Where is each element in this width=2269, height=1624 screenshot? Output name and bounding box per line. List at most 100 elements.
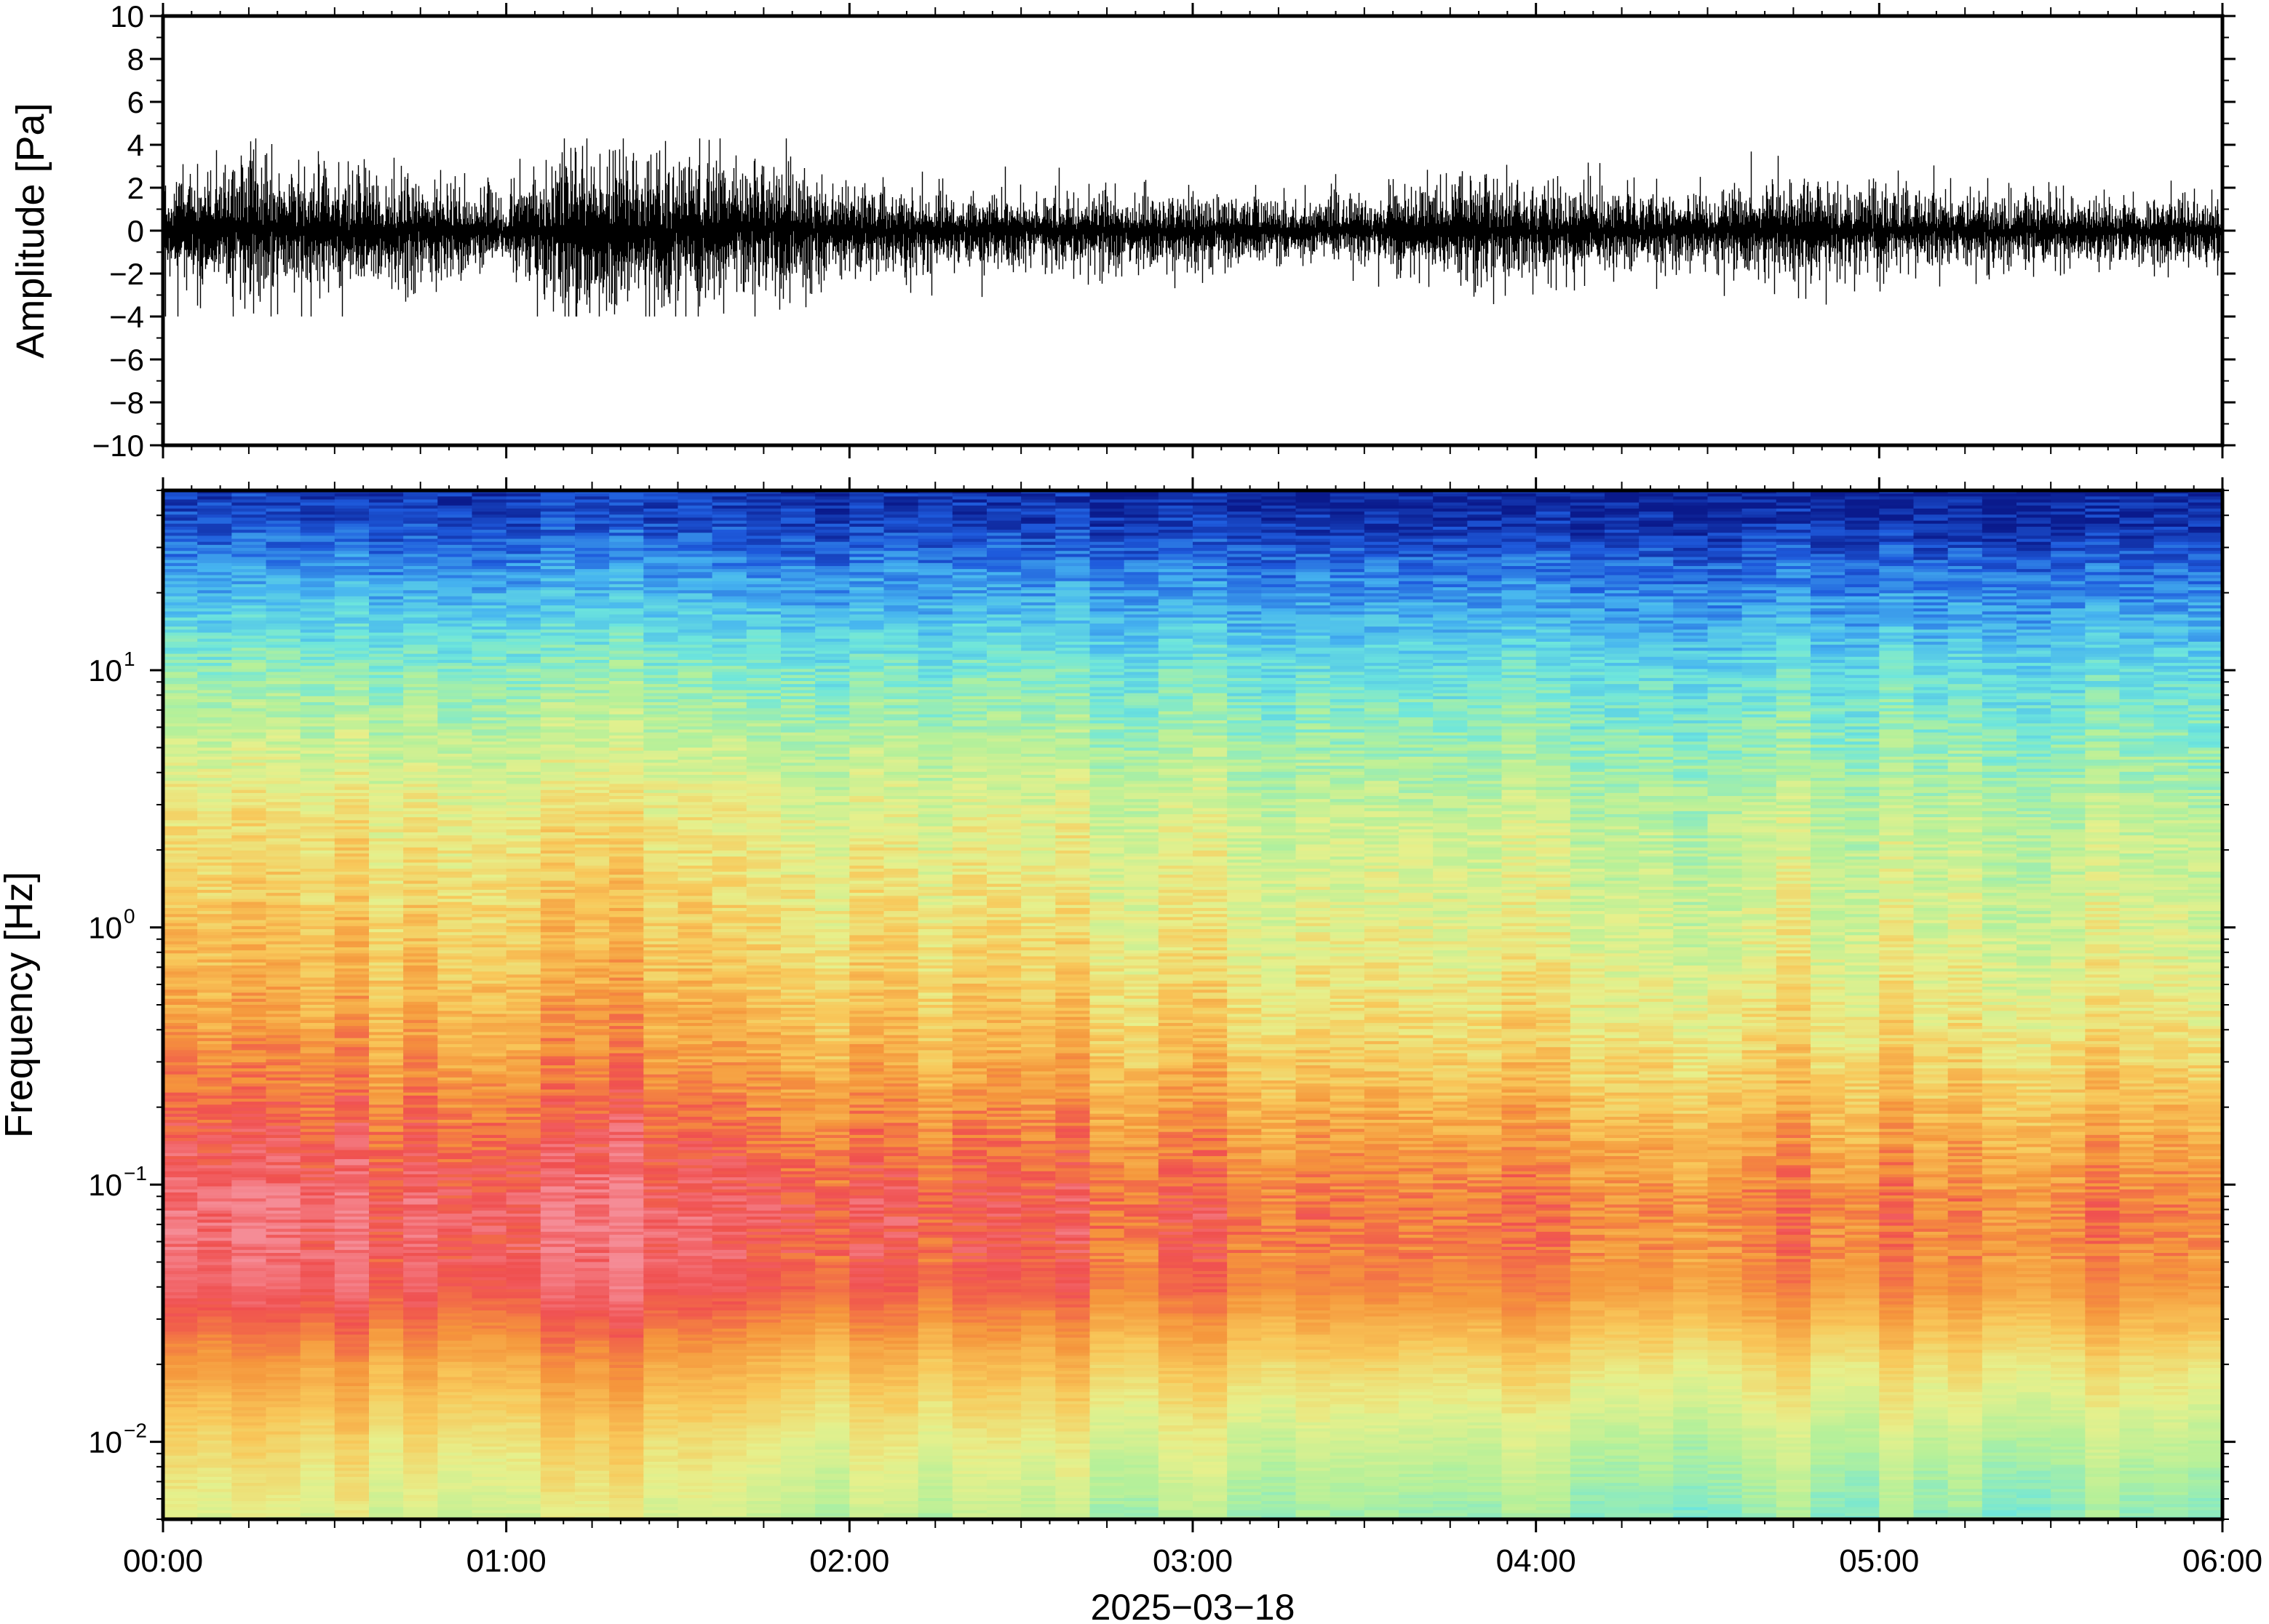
spectrogram-cell [266, 1377, 301, 1381]
spectrogram-cell [334, 1283, 370, 1287]
spectrogram-cell [369, 1198, 404, 1202]
spectrogram-cell [403, 565, 438, 570]
spectrogram-cell [266, 992, 301, 997]
spectrogram-cell [163, 1307, 198, 1311]
spectrogram-cell [575, 502, 610, 506]
spectrogram-cell [369, 581, 404, 585]
spectrogram-cell [609, 741, 644, 745]
spectrogram-cell [231, 826, 267, 830]
spectrogram-cell [506, 1256, 541, 1259]
spectrogram-cell [334, 1289, 370, 1293]
spectrogram-cell [403, 886, 438, 891]
spectrogram-cell [403, 1137, 438, 1142]
spectrogram-cell [609, 611, 644, 616]
spectrogram-cell [540, 781, 576, 785]
spectrogram-cell [369, 708, 404, 712]
spectrogram-cell [472, 726, 507, 731]
spectrogram-cell [266, 714, 301, 718]
spectrogram-cell [231, 1461, 267, 1465]
spectrogram-cell [506, 1497, 541, 1502]
spectrogram-cell [609, 1410, 644, 1414]
spectrogram-cell [609, 681, 644, 685]
spectrogram-cell [231, 533, 267, 536]
spectrogram-cell [575, 899, 610, 903]
spectrogram-cell [231, 1497, 267, 1502]
spectrogram-cell [403, 1104, 438, 1108]
spectrogram-cell [506, 741, 541, 745]
spectrogram-cell [643, 548, 679, 552]
spectrogram-cell [300, 1404, 335, 1408]
spectrogram-cell [197, 844, 232, 848]
spectrogram-cell [540, 980, 576, 984]
spectrogram-cell [472, 1368, 507, 1372]
spectrogram-cell [575, 520, 610, 525]
spectrogram-cell [472, 1104, 507, 1108]
spectrogram-cell [334, 1328, 370, 1332]
spectrogram-cell [334, 526, 370, 530]
spectrogram-cell [403, 1325, 438, 1329]
spectrogram-cell [369, 1011, 404, 1015]
spectrogram-cell [472, 1307, 507, 1311]
spectrogram-cell [506, 1180, 541, 1184]
spectrogram-cell [369, 653, 404, 658]
spectrogram-cell [437, 1479, 473, 1484]
spectrogram-cell [472, 514, 507, 519]
spectrogram-cell [369, 932, 404, 936]
spectrogram-cell [540, 1050, 576, 1054]
spectrogram-cell [540, 1504, 576, 1508]
spectrogram-cell [197, 1332, 232, 1335]
spectrogram-cell [506, 1155, 541, 1160]
spectrogram-cell [231, 1422, 267, 1426]
spectrogram-cell [369, 1120, 404, 1123]
spectrogram-cell [472, 756, 507, 760]
spectrogram-cell [540, 1395, 576, 1399]
spectrogram-cell [369, 1016, 404, 1021]
spectrogram-cell [197, 1016, 232, 1021]
spectrogram-cell [506, 1416, 541, 1420]
spectrogram-cell [231, 1458, 267, 1462]
spectrogram-cell [540, 1253, 576, 1257]
spectrogram-cell [197, 1479, 232, 1484]
spectrogram-cell [197, 1274, 232, 1278]
spectrogram-cell [643, 544, 679, 549]
spectrogram-cell [231, 1183, 267, 1187]
spectrogram-cell [163, 923, 198, 927]
spectrogram-cell [540, 1026, 576, 1030]
spectrogram-cell [231, 923, 267, 927]
spectrogram-cell [300, 1180, 335, 1184]
spectrogram-cell [334, 1489, 370, 1493]
spectrogram-cell [472, 1253, 507, 1257]
spectrogram-cell [266, 1183, 301, 1187]
spectrogram-cell [540, 1458, 576, 1462]
spectrogram-cell [369, 1392, 404, 1396]
spectrogram-cell [369, 533, 404, 536]
spectrogram-cell [231, 1353, 267, 1357]
spectrogram-cell [197, 1217, 232, 1220]
spectrogram-cell [472, 1280, 507, 1284]
spectrogram-cell [609, 726, 644, 731]
spectrogram-cell [334, 554, 370, 558]
spectrogram-cell [197, 781, 232, 785]
spectrogram-cell [540, 756, 576, 760]
spectrogram-cell [266, 1353, 301, 1357]
spectrogram-cell [437, 499, 473, 503]
spectrogram-cell [300, 929, 335, 933]
spectrogram-cell [609, 1047, 644, 1051]
spectrogram-cell [197, 551, 232, 554]
spectrogram-cell [403, 541, 438, 546]
spectrogram-cell [540, 1277, 576, 1281]
spectrogram-cell [403, 1465, 438, 1468]
spectrogram-cell [163, 1107, 198, 1112]
spectrogram-cell [231, 1358, 267, 1363]
spectrogram-cell [540, 1507, 576, 1511]
spectrogram-cell [403, 904, 438, 909]
spectrogram-cell [472, 968, 507, 972]
spectrogram-cell [266, 720, 301, 724]
spectrogram-cell [437, 920, 473, 924]
spectrogram-cell [369, 1410, 404, 1414]
spectrogram-cell [609, 1180, 644, 1184]
spectrogram-cell [437, 1174, 473, 1178]
spectrogram-cell [540, 502, 576, 506]
spectrogram-cell [403, 1083, 438, 1087]
spectrogram-cell [231, 602, 267, 606]
